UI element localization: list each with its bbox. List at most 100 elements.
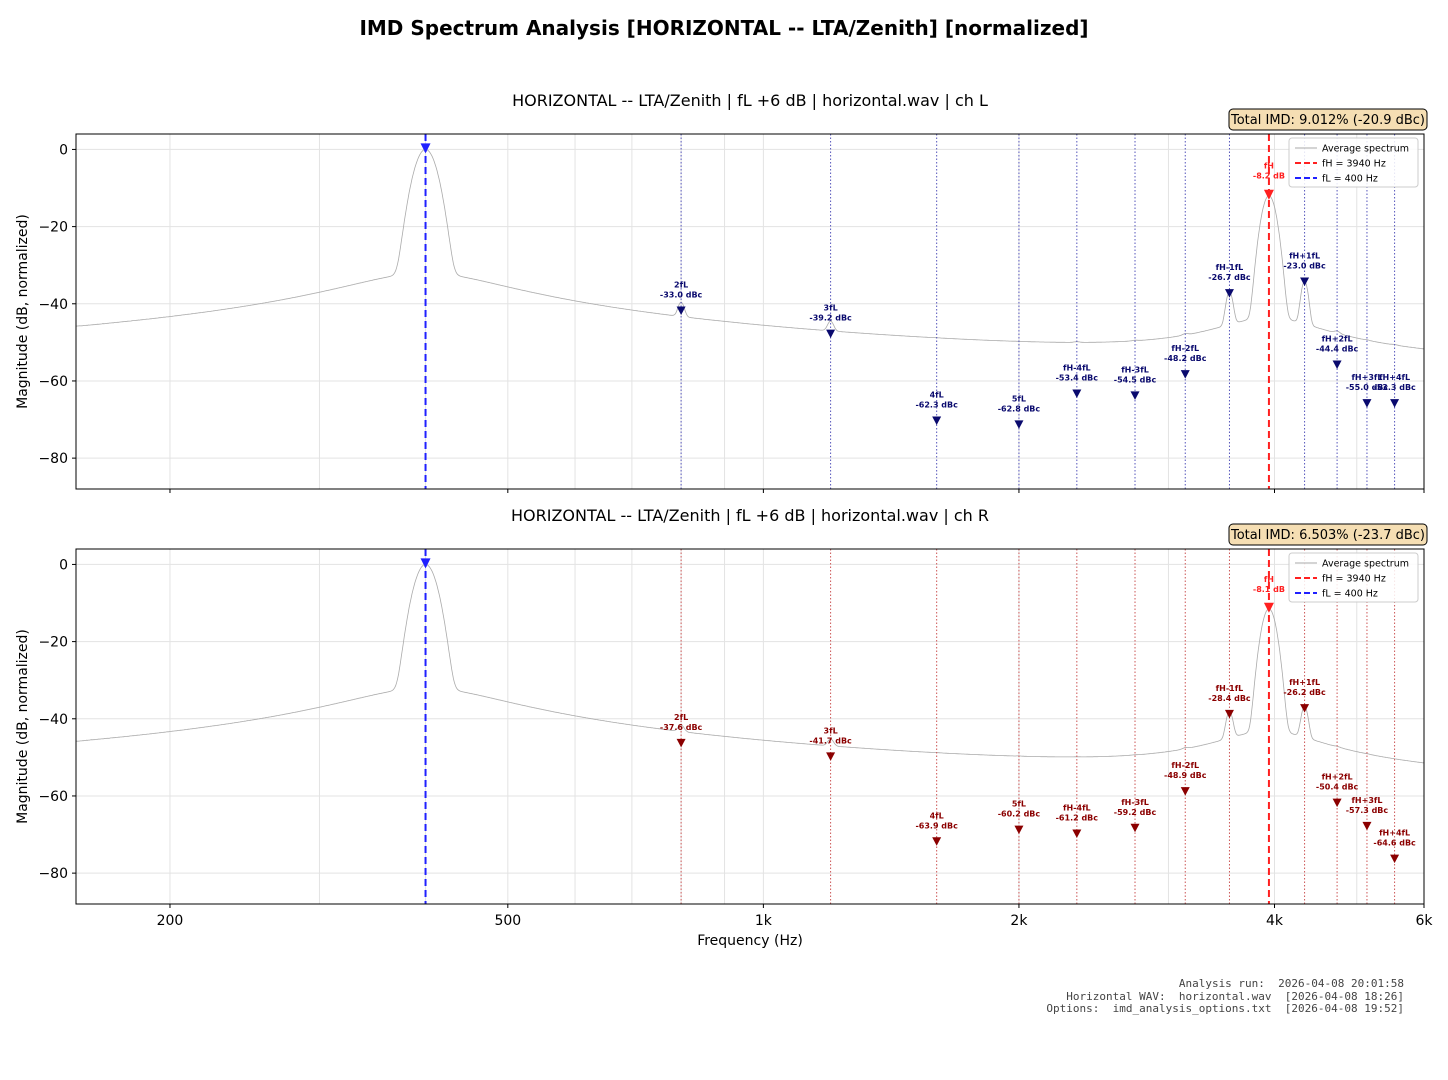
- peak-marker-fH-4fL: [1072, 389, 1082, 398]
- peak-label-5fL: 5fL: [1012, 394, 1026, 403]
- x-tick-label: 2k: [1010, 913, 1028, 929]
- peak-marker-fH+1fL: [1300, 704, 1310, 713]
- bottom-panel-title: HORIZONTAL -- LTA/Zenith | fL +6 dB | ho…: [511, 506, 989, 525]
- legend-entry: fL = 400 Hz: [1322, 174, 1378, 185]
- y-tick-label: −40: [38, 297, 68, 313]
- peak-value-3fL: -39.2 dBc: [809, 314, 852, 323]
- x-tick-label: 1k: [755, 913, 773, 929]
- legend-entry: fL = 400 Hz: [1322, 589, 1378, 600]
- total-imd-text: Total IMD: 9.012% (-20.9 dBc): [1230, 113, 1425, 128]
- peak-label-fH-1fL: fH-1fL: [1216, 684, 1244, 693]
- peak-marker-3fL: [826, 329, 836, 339]
- peak-value-fH+2fL: -44.4 dBc: [1316, 345, 1359, 354]
- peak-label-3fL: 3fL: [824, 726, 838, 735]
- figure-title: IMD Spectrum Analysis [HORIZONTAL -- LTA…: [359, 16, 1089, 40]
- peak-label-fH-4fL: fH-4fL: [1063, 363, 1091, 372]
- peak-marker-3fL: [826, 752, 836, 761]
- fH-marker: [1263, 602, 1274, 613]
- peak-marker-fH+3fL: [1362, 821, 1372, 831]
- peak-label-fH+3fL: fH+3fL: [1351, 373, 1382, 382]
- fH-marker: [1263, 189, 1274, 200]
- peak-marker-4fL: [932, 416, 942, 425]
- y-tick-label: −20: [38, 635, 68, 651]
- peak-label-fH-2fL: fH-2fL: [1171, 344, 1199, 353]
- peak-marker-fH-2fL: [1180, 370, 1190, 379]
- peak-value-fH-3fL: -54.5 dBc: [1114, 375, 1157, 384]
- peak-label-3fL: 3fL: [824, 304, 838, 313]
- peak-label-fH+4fL: fH+4fL: [1379, 373, 1410, 382]
- peak-value-5fL: -60.2 dBc: [998, 810, 1041, 819]
- peak-value-2fL: -37.6 dBc: [660, 723, 703, 732]
- peak-label-5fL: 5fL: [1012, 800, 1026, 809]
- legend-entry: fH = 3940 Hz: [1322, 159, 1386, 170]
- top-panel-title: HORIZONTAL -- LTA/Zenith | fL +6 dB | ho…: [512, 91, 988, 110]
- axes-frame: [75, 133, 1425, 490]
- peak-marker-fH-3fL: [1130, 823, 1140, 833]
- peak-marker-fH-1fL: [1224, 709, 1234, 719]
- peak-marker-fH+1fL: [1300, 277, 1310, 287]
- peak-label-fH+3fL: fH+3fL: [1351, 796, 1382, 805]
- analysis-footer: Analysis run: 2026-04-08 20:01:58 Horizon…: [1046, 977, 1404, 1016]
- peak-marker-4fL: [932, 837, 942, 846]
- x-tick-label: 4k: [1266, 913, 1284, 929]
- peak-marker-fH+2fL: [1332, 360, 1342, 370]
- peak-value-fH-2fL: -48.2 dBc: [1164, 354, 1207, 363]
- peak-value-fH-2fL: -48.9 dBc: [1164, 771, 1207, 780]
- spectrum-trace: [76, 563, 1424, 764]
- y-tick-label: −80: [38, 451, 68, 467]
- peak-label-fH+1fL: fH+1fL: [1289, 252, 1320, 261]
- peak-value-fH+1fL: -23.0 dBc: [1283, 262, 1326, 271]
- legend-box: [1288, 137, 1419, 188]
- peak-marker-fH+4fL: [1390, 854, 1400, 864]
- peak-value-fH+4fL: -64.6 dBc: [1373, 839, 1416, 848]
- peak-value-fH-4fL: -53.4 dBc: [1056, 373, 1099, 382]
- total-imd-text: Total IMD: 6.503% (-23.7 dBc): [1230, 528, 1425, 543]
- peak-marker-5fL: [1014, 420, 1024, 429]
- fL-marker: [420, 558, 431, 569]
- peak-value-5fL: -62.8 dBc: [998, 404, 1041, 413]
- peak-marker-fH-2fL: [1180, 787, 1190, 796]
- total-imd-box: [1228, 523, 1428, 546]
- y-tick-label: −60: [38, 789, 68, 805]
- peak-marker-fH-1fL: [1224, 289, 1234, 298]
- peak-label-fH+2fL: fH+2fL: [1322, 335, 1353, 344]
- y-tick-label: −20: [38, 220, 68, 236]
- footer-line-wav: Horizontal WAV: horizontal.wav [2026-04-…: [1066, 989, 1404, 1003]
- y-tick-label: −40: [38, 712, 68, 728]
- peak-label-fH-1fL: fH-1fL: [1216, 263, 1244, 272]
- peak-value-fH-3fL: -59.2 dBc: [1114, 808, 1157, 817]
- peak-label-4fL: 4fL: [930, 811, 944, 820]
- peak-marker-fH-4fL: [1072, 829, 1082, 839]
- peak-label-fH-4fL: fH-4fL: [1063, 804, 1091, 813]
- fL-marker: [420, 143, 431, 154]
- x-axis-label: Frequency (Hz): [697, 933, 803, 949]
- peak-value-4fL: -63.9 dBc: [915, 821, 958, 830]
- y-tick-label: 0: [59, 142, 68, 158]
- peak-marker-2fL: [676, 738, 686, 748]
- peak-value-fH+4fL: -53.3 dBc: [1373, 383, 1416, 392]
- legend-box: [1288, 552, 1419, 603]
- footer-line-options: Options: imd_analysis_options.txt [2026-…: [1046, 1002, 1404, 1016]
- peak-label-4fL: 4fL: [930, 390, 944, 399]
- peak-marker-2fL: [676, 306, 686, 315]
- y-tick-label: −80: [38, 866, 68, 882]
- peak-value-fH+2fL: -50.4 dBc: [1316, 783, 1359, 792]
- peak-value-fH-4fL: -61.2 dBc: [1056, 814, 1099, 823]
- legend-entry: Average spectrum: [1322, 559, 1409, 570]
- total-imd-box: [1228, 108, 1428, 131]
- peak-label-fH+2fL: fH+2fL: [1322, 773, 1353, 782]
- peak-value-3fL: -41.7 dBc: [809, 736, 852, 745]
- legend-entry: fH = 3940 Hz: [1322, 574, 1386, 585]
- peak-label-fH+1fL: fH+1fL: [1289, 678, 1320, 687]
- footer-line-run: Analysis run: 2026-04-08 20:01:58: [1178, 977, 1404, 990]
- peak-label-fH+4fL: fH+4fL: [1379, 829, 1410, 838]
- fH-value: -8.2 dB: [1253, 172, 1285, 181]
- legend-entry: Average spectrum: [1322, 144, 1409, 155]
- peak-marker-fH+3fL: [1362, 399, 1372, 408]
- peak-marker-5fL: [1014, 825, 1024, 835]
- peak-marker-fH+2fL: [1332, 798, 1342, 808]
- peak-value-fH-1fL: -28.4 dBc: [1208, 694, 1251, 703]
